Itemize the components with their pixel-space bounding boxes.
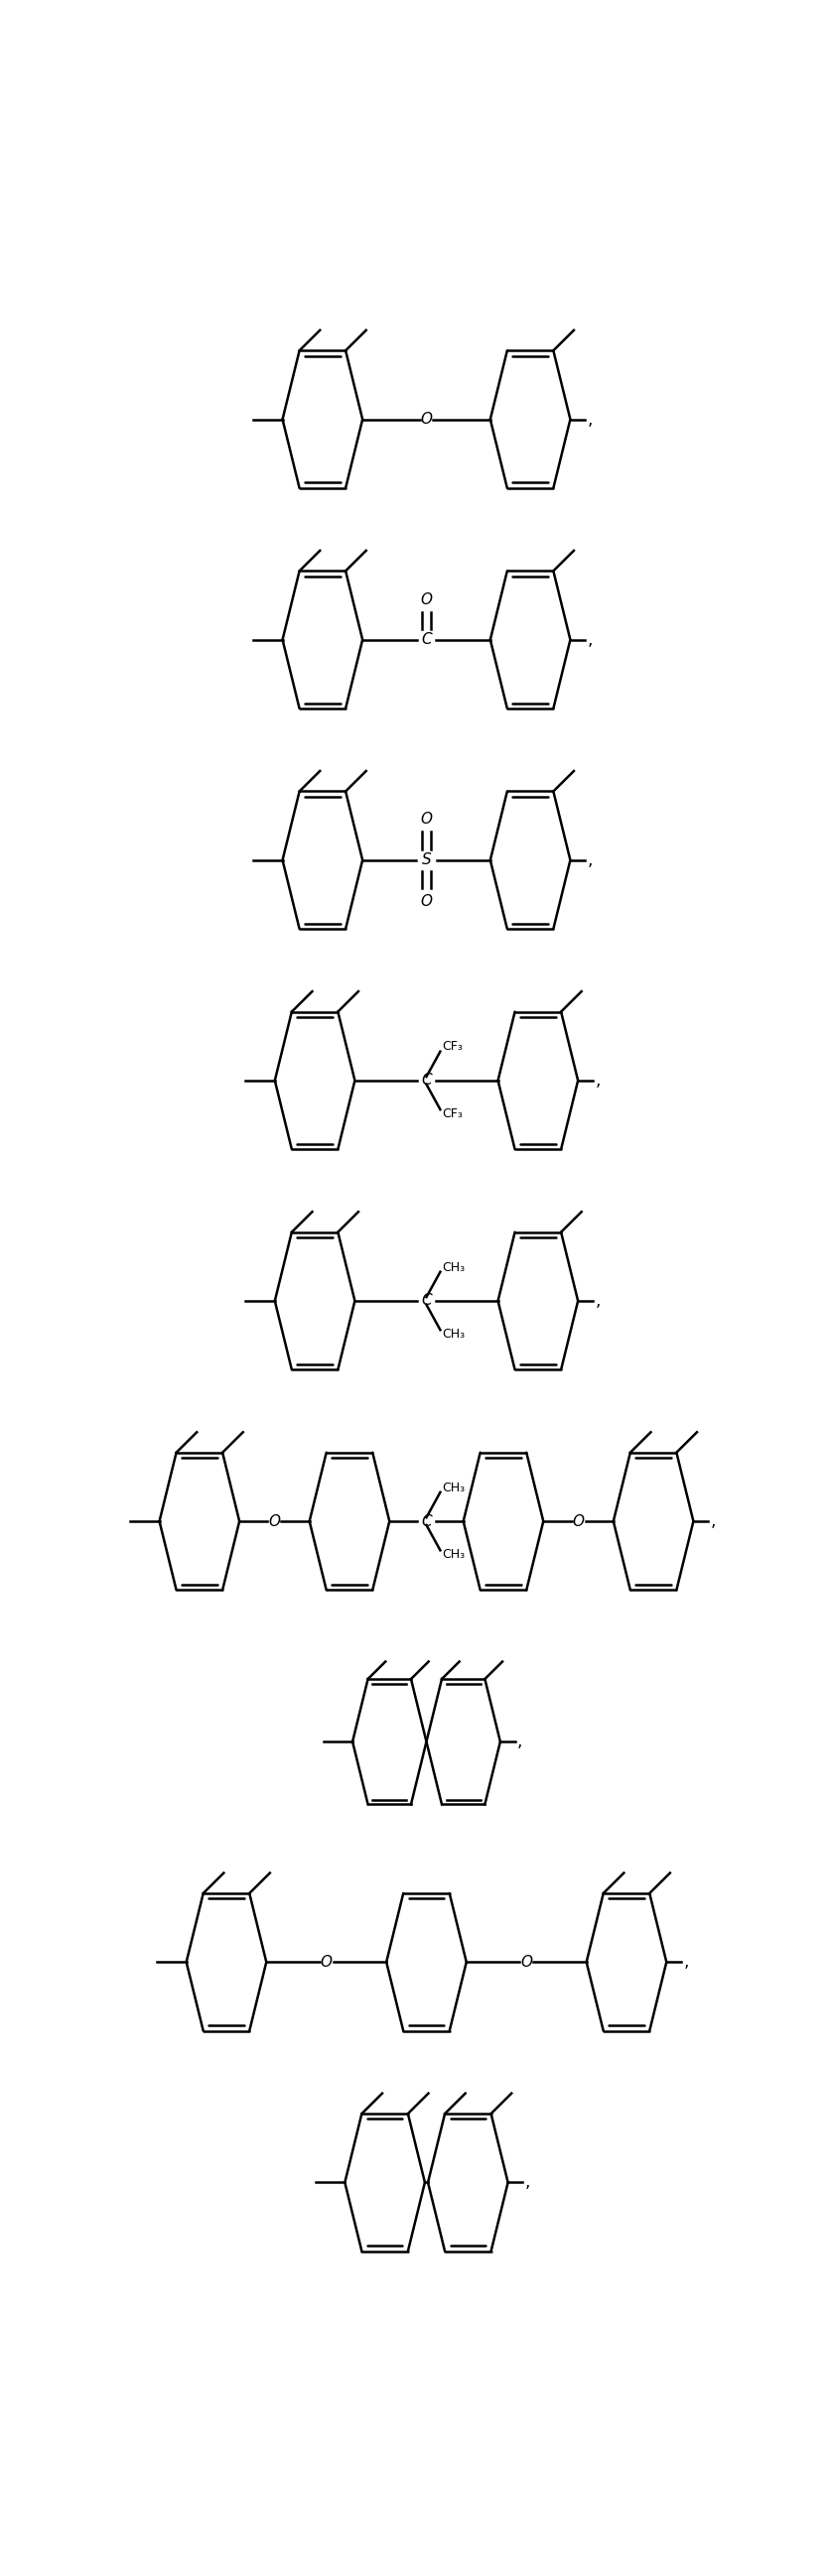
Text: ,: ,: [587, 850, 592, 868]
Text: CH₃: CH₃: [442, 1481, 465, 1494]
Text: O: O: [572, 1515, 584, 1528]
Text: ,: ,: [518, 1734, 522, 1752]
Text: CF₃: CF₃: [442, 1108, 463, 1121]
Text: ,: ,: [595, 1072, 600, 1090]
Text: CH₃: CH₃: [442, 1548, 465, 1561]
Text: O: O: [521, 1955, 532, 1971]
Text: S: S: [422, 853, 431, 868]
Text: O: O: [320, 1955, 332, 1971]
Text: C: C: [421, 1074, 432, 1087]
Text: CH₃: CH₃: [442, 1329, 465, 1342]
Text: ,: ,: [711, 1512, 716, 1530]
Text: O: O: [269, 1515, 280, 1528]
Text: ,: ,: [595, 1293, 600, 1309]
Text: ,: ,: [587, 410, 592, 428]
Text: CH₃: CH₃: [442, 1260, 465, 1273]
Text: ,: ,: [525, 2174, 530, 2192]
Text: ,: ,: [587, 631, 592, 649]
Text: ,: ,: [683, 1953, 689, 1971]
Text: C: C: [421, 1515, 432, 1528]
Text: O: O: [420, 811, 433, 827]
Text: C: C: [421, 631, 432, 647]
Text: O: O: [420, 412, 433, 428]
Text: O: O: [420, 592, 433, 608]
Text: O: O: [420, 894, 433, 909]
Text: CF₃: CF₃: [442, 1041, 463, 1054]
Text: C: C: [421, 1293, 432, 1309]
